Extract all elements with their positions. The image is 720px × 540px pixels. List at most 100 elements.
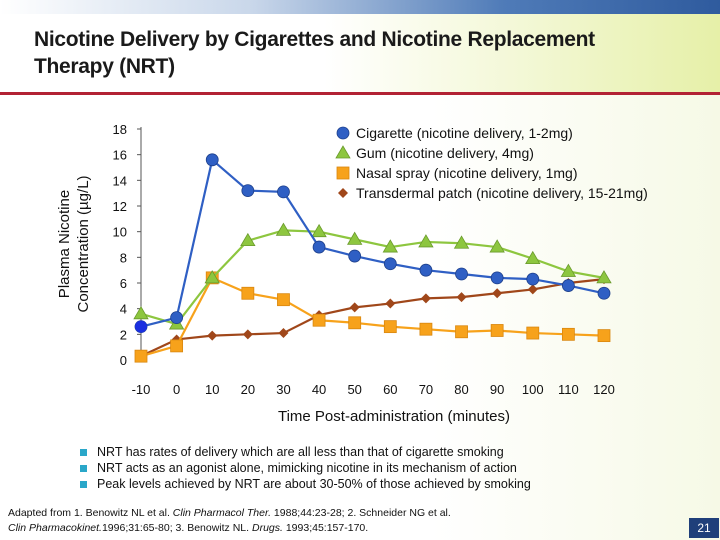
data-point-triangle: [311, 223, 327, 238]
x-tick-label: 120: [593, 382, 615, 397]
data-point-circle: [383, 257, 397, 271]
data-point-circle: [135, 320, 147, 333]
chart-series: [133, 153, 612, 363]
reference-text: 1993;45:157-170.: [282, 522, 369, 534]
header-rule: [0, 92, 720, 95]
data-point-circle: [205, 153, 219, 167]
reference-journal: Clin Pharmacokinet.: [8, 522, 102, 534]
nicotine-line-chart: 0 2 4 6 8 10 12 14 16 18 -10 0 10 20 30 40 50 60 70 80 90 100…: [56, 122, 648, 425]
x-tick-label: 60: [383, 382, 397, 397]
y-tick-label: 16: [113, 148, 127, 163]
x-tick-label: 110: [558, 382, 579, 397]
legend-label: Transdermal patch (nicotine delivery, 15…: [356, 185, 648, 201]
chart-legend: Cigarette (nicotine delivery, 1-2mg) Gum …: [335, 125, 648, 201]
x-tick-label: 80: [454, 382, 468, 397]
data-point-circle: [490, 271, 504, 285]
data-point-diamond: [527, 284, 538, 295]
data-point-circle: [336, 126, 350, 140]
chart-axes: 0 2 4 6 8 10 12 14 16 18 -10 0 10 20 30 40 50 60 70 80 90 100…: [113, 122, 615, 397]
data-point-circle: [597, 286, 611, 300]
data-point-circle: [419, 263, 433, 277]
series-line: [140, 278, 605, 358]
x-tick-label: 50: [347, 382, 361, 397]
y-tick-label: 2: [120, 327, 127, 342]
data-point-square: [526, 326, 540, 340]
slide-header: [0, 0, 720, 92]
bullet-text: NRT has rates of delivery which are all …: [97, 445, 504, 459]
data-point-circle: [241, 184, 255, 198]
data-point-triangle: [418, 234, 434, 248]
data-point-circle: [348, 249, 362, 263]
bullet-item: Peak levels achieved by NRT are about 30…: [80, 476, 531, 492]
data-point-triangle: [453, 235, 470, 249]
bullet-text: NRT acts as an agonist alone, mimicking …: [97, 461, 517, 475]
data-point-square: [455, 325, 468, 339]
data-point-circle: [170, 311, 184, 325]
bullet-square-icon: [80, 464, 87, 472]
data-point-square: [336, 166, 350, 180]
x-tick-label: 0: [173, 382, 180, 397]
x-tick-label: 10: [205, 382, 219, 397]
data-point-circle: [312, 240, 326, 254]
data-point-square: [134, 349, 148, 363]
data-point-triangle: [596, 270, 612, 284]
slide-title: Nicotine Delivery by Cigarettes and Nico…: [34, 28, 595, 78]
data-point-square: [241, 286, 255, 300]
data-point-diamond: [338, 188, 348, 198]
reference-journal: Clin Pharmacol Ther.: [172, 507, 272, 519]
x-tick-label: 100: [522, 382, 544, 397]
x-tick-label: 70: [419, 382, 433, 397]
data-point-square: [419, 322, 433, 336]
x-tick-label: 20: [241, 382, 255, 397]
data-point-square: [561, 327, 575, 341]
y-tick-label: 4: [120, 302, 127, 317]
data-point-circle: [526, 272, 540, 286]
reference-line-1: Adapted from 1. Benowitz NL et al. Clin …: [8, 506, 451, 521]
y-axis-label-line2: Concentration (µg/L): [75, 175, 92, 312]
data-point-square: [597, 329, 611, 343]
header-stripe: [0, 0, 720, 14]
data-point-diamond: [207, 330, 218, 341]
data-point-circle: [561, 279, 575, 292]
data-point-triangle: [204, 270, 220, 284]
reference-line-2: Clin Pharmacokinet.1996;31:65-80; 3. Ben…: [8, 521, 451, 536]
y-tick-label: 12: [113, 199, 127, 214]
y-tick-label: 14: [113, 173, 127, 188]
bullet-item: NRT has rates of delivery which are all …: [80, 444, 531, 460]
series-triangle: [133, 222, 612, 330]
y-tick-label: 6: [120, 276, 127, 291]
bullet-list: NRT has rates of delivery which are all …: [80, 444, 531, 492]
data-point-triangle: [275, 222, 292, 236]
data-point-diamond: [385, 298, 396, 309]
bullet-item: NRT acts as an agonist alone, mimicking …: [80, 460, 531, 476]
data-point-square: [383, 320, 397, 334]
legend-label: Nasal spray (nicotine delivery, 1mg): [356, 165, 578, 181]
x-tick-label: 90: [490, 382, 504, 397]
data-point-circle: [277, 185, 290, 199]
reference-text: Adapted from 1. Benowitz NL et al.: [8, 507, 173, 519]
y-tick-label: 18: [113, 122, 127, 137]
reference-text: 1996;31:65-80; 3. Benowitz NL.: [101, 522, 252, 534]
page-number-badge: 21: [689, 518, 719, 538]
y-tick-label: 10: [113, 225, 127, 240]
series-line: [140, 229, 605, 326]
data-point-square: [312, 313, 326, 327]
x-tick-label: -10: [132, 382, 151, 397]
bullet-text: Peak levels achieved by NRT are about 30…: [97, 477, 531, 491]
data-point-triangle: [240, 232, 256, 247]
bullet-square-icon: [80, 480, 87, 488]
reference-journal: Drugs.: [251, 522, 283, 534]
y-tick-label: 0: [120, 353, 127, 368]
data-point-triangle: [133, 306, 149, 320]
data-point-diamond: [242, 329, 253, 340]
data-point-square: [277, 293, 290, 307]
data-point-diamond: [492, 288, 503, 299]
legend-label: Cigarette (nicotine delivery, 1-2mg): [356, 125, 573, 141]
data-point-triangle: [382, 239, 399, 253]
data-point-square: [348, 316, 362, 330]
data-point-diamond: [349, 302, 360, 313]
data-point-triangle: [335, 145, 351, 159]
data-point-square: [170, 339, 184, 353]
data-point-diamond: [456, 292, 467, 303]
bullet-square-icon: [80, 448, 87, 456]
